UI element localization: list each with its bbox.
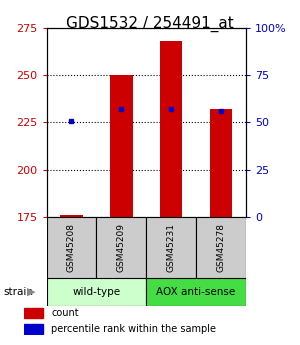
Bar [24, 308, 43, 318]
Bar [96, 217, 146, 278]
Text: ▶: ▶ [27, 287, 36, 297]
Text: strain: strain [3, 287, 33, 297]
Bar [46, 278, 146, 306]
Text: GSM45208: GSM45208 [67, 223, 76, 272]
Bar [160, 41, 182, 217]
Bar [46, 217, 96, 278]
Text: GSM45231: GSM45231 [167, 223, 176, 272]
Bar [210, 109, 232, 217]
Bar [60, 215, 83, 217]
Bar [196, 217, 246, 278]
Text: GDS1532 / 254491_at: GDS1532 / 254491_at [66, 16, 234, 32]
Text: AOX anti-sense: AOX anti-sense [157, 287, 236, 297]
Text: count: count [51, 308, 79, 318]
Bar [146, 217, 196, 278]
Text: percentile rank within the sample: percentile rank within the sample [51, 324, 216, 334]
Text: wild-type: wild-type [72, 287, 120, 297]
Bar [24, 325, 43, 334]
Bar [146, 278, 246, 306]
Bar [110, 75, 133, 217]
Text: GSM45209: GSM45209 [117, 223, 126, 272]
Text: GSM45278: GSM45278 [217, 223, 226, 272]
